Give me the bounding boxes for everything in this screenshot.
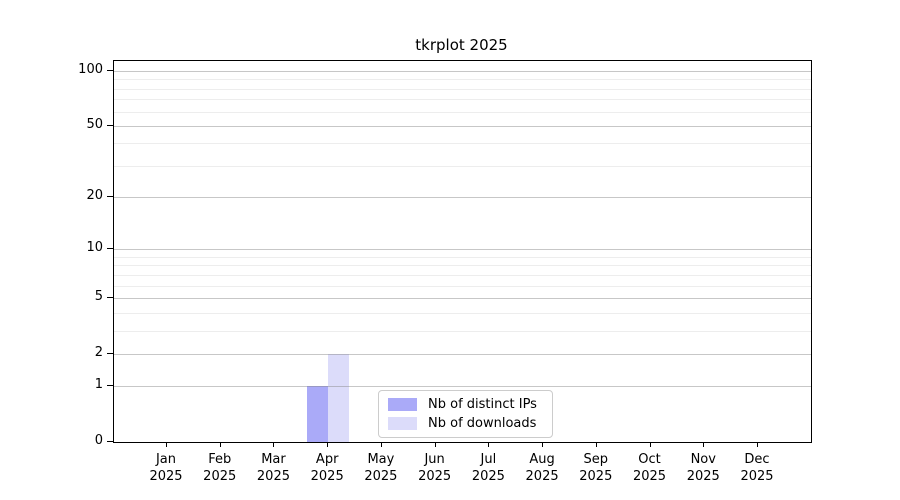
y-tick-mark [107,248,113,250]
x-tick-month: Dec [744,452,770,467]
x-tick-label: Sep 2025 [566,451,626,485]
chart-title: tkrplot 2025 [415,36,508,54]
legend: Nb of distinct IPs Nb of downloads [378,390,553,438]
x-tick-month: Jul [480,452,497,467]
x-tick-mark [166,442,167,447]
x-tick-label: Dec 2025 [727,451,787,485]
x-tick-mark [649,442,651,447]
x-tick-mark [327,442,329,447]
x-tick-label: Jan 2025 [136,451,196,485]
x-tick-label: Aug 2025 [512,451,572,485]
y-tick-mark [107,441,113,442]
y-tick-label: 100 [78,62,103,77]
legend-swatch-downloads-icon [388,417,417,430]
x-tick-year: 2025 [310,469,344,484]
x-tick-mark [595,442,597,447]
x-tick-month: Mar [261,452,286,467]
y-tick-label: 0 [94,433,103,448]
x-tick-mark [488,442,490,447]
y-tick-label: 1 [94,377,103,393]
gridline-major [114,353,811,355]
bar-distinct-ips [307,386,329,442]
gridline-minor [114,165,811,167]
x-tick-mark [434,442,436,447]
x-tick-mark [273,442,275,447]
gridline-major [114,297,811,299]
x-tick-month: Feb [208,452,232,467]
x-tick-year: 2025 [203,469,237,484]
gridline-minor [114,99,811,101]
x-tick-year: 2025 [579,469,613,484]
x-tick-mark [380,442,382,447]
gridline-major [114,386,811,388]
x-tick-month: May [367,452,395,467]
x-tick-year: 2025 [471,469,505,484]
x-tick-month: Jun [424,452,445,467]
gridline-major [114,71,811,72]
gridline-minor [114,79,811,81]
y-tick-label: 5 [94,288,103,304]
x-tick-mark [542,442,544,447]
gridline-minor [114,274,811,276]
x-tick-month: Jan [155,452,177,467]
x-tick-month: Nov [690,452,716,467]
x-tick-year: 2025 [525,469,559,484]
x-tick-month: Oct [638,452,661,467]
y-tick-mark [107,296,113,298]
x-tick-label: Nov 2025 [673,451,733,485]
x-tick-year: 2025 [418,469,452,484]
x-tick-year: 2025 [149,469,183,484]
gridline-major [114,197,811,199]
y-tick-mark [107,385,113,387]
bar-downloads [328,353,350,442]
x-tick-month: Aug [529,452,555,467]
gridline-minor [114,143,811,145]
gridline-minor [114,111,811,113]
legend-item-downloads: Nb of downloads [388,415,543,431]
gridline-minor [114,88,811,90]
y-tick-mark [107,352,113,354]
x-tick-label: Jun 2025 [405,451,465,485]
x-tick-year: 2025 [632,469,667,484]
gridline-minor [114,265,811,267]
legend-swatch-distinct-ips-icon [388,398,417,411]
y-tick-label: 50 [86,116,103,132]
gridline-minor [114,312,811,314]
y-tick-label: 2 [94,344,103,360]
legend-label: Nb of distinct IPs [428,396,537,412]
x-tick-mark [703,442,705,447]
plot-area [113,60,812,443]
y-tick-label: 10 [86,240,103,256]
x-tick-label: Apr 2025 [297,451,357,485]
x-tick-month: Sep [583,452,609,467]
gridline-major [114,249,811,251]
x-tick-month: Apr [315,452,339,467]
x-tick-label: Feb 2025 [190,451,250,485]
x-tick-mark [219,442,221,447]
gridline-major [114,125,811,127]
x-tick-label: Jul 2025 [458,451,518,485]
x-tick-year: 2025 [364,469,398,484]
gridline-minor [114,285,811,287]
x-tick-label: Oct 2025 [620,451,680,485]
legend-item-distinct-ips: Nb of distinct IPs [388,396,543,412]
gridline-minor [114,330,811,332]
y-tick-label: 20 [86,188,103,204]
legend-label: Nb of downloads [428,415,537,431]
y-tick-mark [107,124,113,126]
x-tick-mark [757,442,758,447]
x-tick-label: Mar 2025 [243,451,303,485]
x-tick-year: 2025 [686,469,720,484]
gridline-minor [114,256,811,258]
x-tick-year: 2025 [256,469,290,484]
y-tick-mark [107,70,113,71]
x-tick-year: 2025 [740,469,774,484]
y-tick-mark [107,196,113,198]
x-tick-label: May 2025 [351,451,411,485]
